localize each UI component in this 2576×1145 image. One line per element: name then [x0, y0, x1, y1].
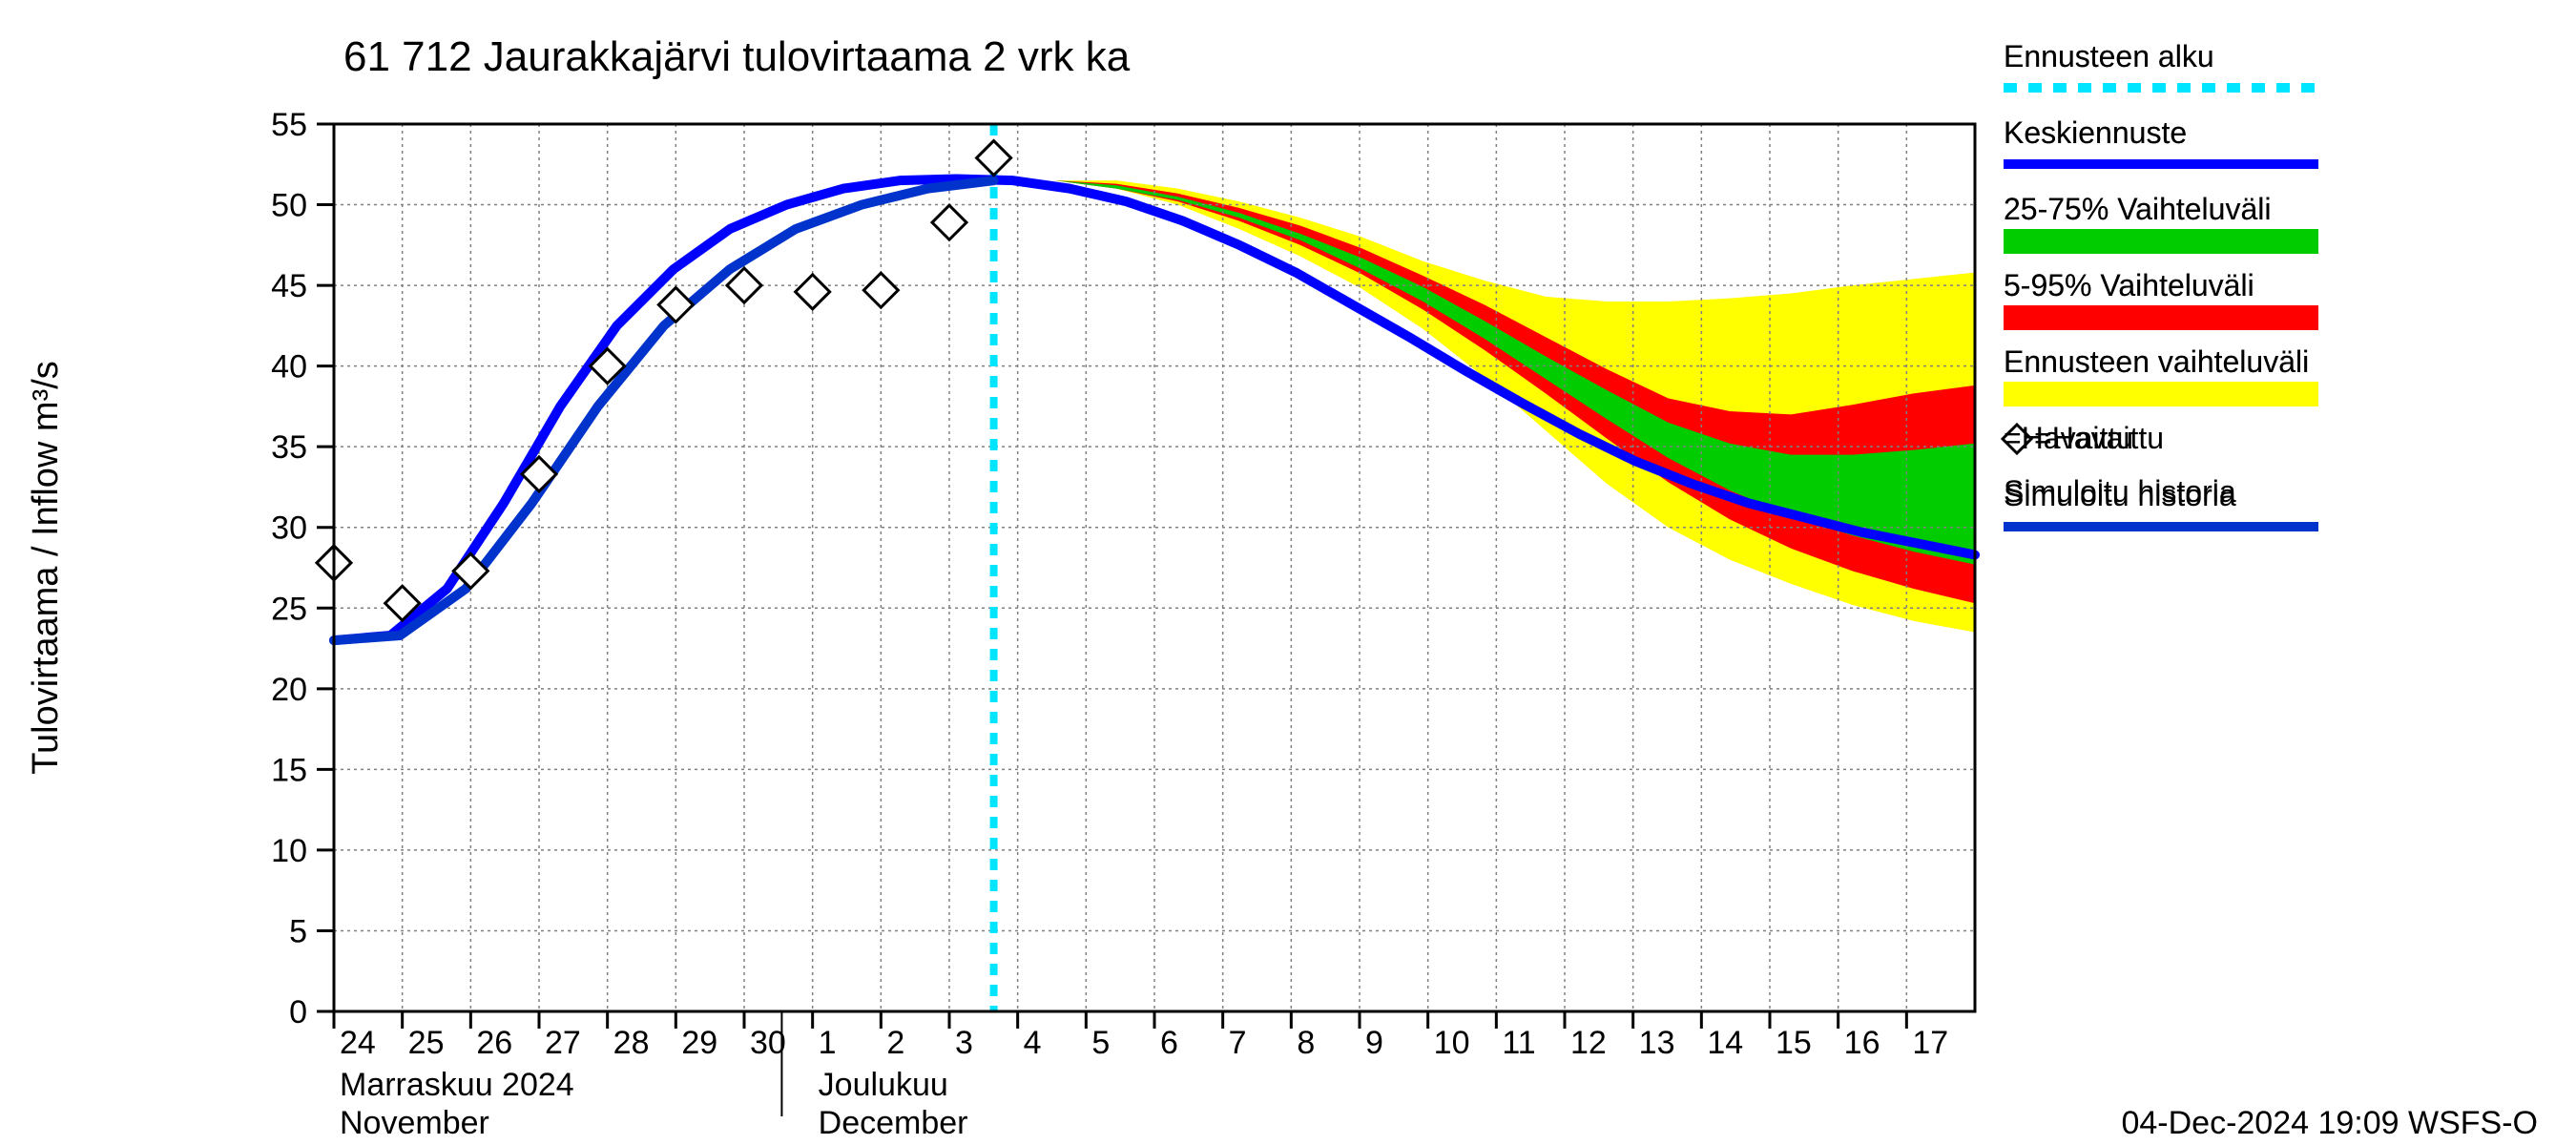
month-label-fi: Joulukuu — [819, 1067, 948, 1103]
svg-text:40: 40 — [271, 349, 307, 385]
x-tick-label: 25 — [408, 1025, 445, 1061]
legend-label: Keskiennuste — [2004, 115, 2187, 150]
x-tick-label: 28 — [613, 1025, 650, 1061]
x-tick-label: 26 — [476, 1025, 512, 1061]
x-tick-label: 11 — [1502, 1025, 1535, 1061]
legend-label: Ennusteen vaihteluväli — [2004, 344, 2309, 379]
legend-label: Ennusteen alku — [2004, 39, 2214, 73]
legend-label: 5-95% Vaihteluväli — [2004, 268, 2254, 302]
svg-text:25: 25 — [271, 591, 307, 627]
x-tick-label: 17 — [1912, 1025, 1948, 1061]
legend-swatch — [2004, 382, 2318, 406]
month-label-fi: Marraskuu 2024 — [340, 1067, 574, 1103]
legend-label: =Havaittu — [2004, 421, 2133, 455]
x-tick-label: 30 — [750, 1025, 786, 1061]
month-label-en: December — [819, 1105, 968, 1141]
x-tick-label: 12 — [1570, 1025, 1607, 1061]
x-tick-label: 9 — [1365, 1025, 1383, 1061]
x-tick-label: 5 — [1091, 1025, 1110, 1061]
x-tick-label: 27 — [545, 1025, 581, 1061]
legend-swatch — [2004, 305, 2318, 330]
svg-text:10: 10 — [271, 833, 307, 869]
x-tick-label: 15 — [1776, 1025, 1812, 1061]
x-tick-label: 8 — [1297, 1025, 1315, 1061]
x-tick-label: 1 — [819, 1025, 837, 1061]
legend-label: 25-75% Vaihteluväli — [2004, 192, 2271, 226]
svg-text:0: 0 — [289, 994, 307, 1030]
svg-text:5: 5 — [289, 913, 307, 949]
svg-text:20: 20 — [271, 672, 307, 708]
inflow-forecast-chart: 5101520253035404550550242526272829301234… — [0, 0, 2576, 1145]
svg-text:55: 55 — [271, 107, 307, 143]
x-tick-label: 6 — [1160, 1025, 1178, 1061]
svg-text:35: 35 — [271, 429, 307, 466]
x-tick-label: 2 — [886, 1025, 904, 1061]
svg-text:50: 50 — [271, 188, 307, 224]
x-tick-label: 7 — [1229, 1025, 1247, 1061]
x-tick-label: 4 — [1024, 1025, 1042, 1061]
x-tick-label: 3 — [955, 1025, 973, 1061]
x-tick-label: 16 — [1844, 1025, 1880, 1061]
x-tick-label: 29 — [681, 1025, 717, 1061]
legend-swatch — [2004, 229, 2318, 254]
svg-text:45: 45 — [271, 268, 307, 304]
x-tick-label: 10 — [1434, 1025, 1470, 1061]
x-tick-label: 24 — [340, 1025, 376, 1061]
y-axis-label: Tulovirtaama / Inflow m³/s — [26, 361, 66, 775]
svg-text:15: 15 — [271, 752, 307, 788]
month-label-en: November — [340, 1105, 489, 1141]
chart-title: 61 712 Jaurakkajärvi tulovirtaama 2 vrk … — [343, 33, 1131, 80]
svg-text:30: 30 — [271, 510, 307, 547]
chart-footer: 04-Dec-2024 19:09 WSFS-O — [2121, 1105, 2538, 1141]
x-tick-label: 13 — [1639, 1025, 1675, 1061]
legend-label: Simuloitu historia — [2004, 474, 2236, 509]
x-tick-label: 14 — [1707, 1025, 1743, 1061]
